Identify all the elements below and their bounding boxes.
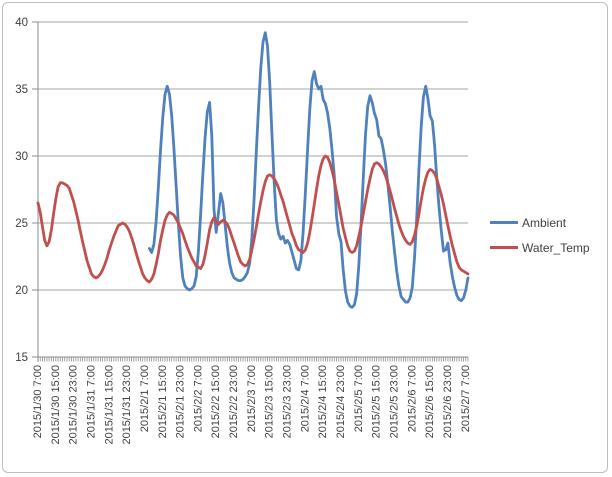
x-tick-label: 2015/1/31 15:00 [103,365,115,445]
x-tick-label: 2015/1/31 23:00 [121,365,133,445]
legend-item-ambient: Ambient [490,214,590,231]
x-tick-label: 2015/2/3 7:00 [246,365,258,432]
x-axis-labels: 2015/1/30 7:00 2015/1/30 15:00 2015/1/30 2… [32,365,472,445]
y-tick-label: 35 [15,84,28,96]
series-line-ambient [148,31,470,309]
y-axis-labels: 15 20 25 30 35 40 [15,17,38,364]
x-tick-label: 2015/1/31 7:00 [85,365,97,438]
y-tick-label: 40 [15,17,28,29]
y-tick-label: 20 [15,285,28,297]
x-tick-label: 2015/2/4 23:00 [335,365,347,438]
legend: Ambient Water_Temp [490,214,590,264]
x-tick-label: 2015/2/5 15:00 [371,365,383,438]
x-tick-label: 2015/2/2 7:00 [192,365,204,432]
x-tick-label: 2015/2/2 23:00 [228,365,240,438]
water-temp-line-swatch-icon [490,246,518,249]
ambient-line-swatch-icon [490,221,518,224]
y-tick-label: 25 [15,218,28,230]
x-tick-label: 2015/2/6 15:00 [424,365,436,438]
x-tick-label: 2015/2/3 23:00 [282,365,294,438]
x-tick-label: 2015/2/5 23:00 [388,365,400,438]
x-tick-label: 2015/1/30 7:00 [32,365,44,438]
x-axis-ticks [37,357,469,362]
legend-label-water-temp: Water_Temp [522,240,590,255]
legend-item-water-temp: Water_Temp [490,239,590,256]
y-tick-label: 15 [15,352,28,364]
legend-label-ambient: Ambient [522,215,567,230]
y-tick-label: 30 [15,151,28,163]
axes [37,22,468,362]
chart-frame [2,2,608,473]
x-tick-label: 2015/2/2 15:00 [210,365,222,438]
x-tick-label: 2015/2/1 7:00 [139,365,151,432]
x-tick-label: 2015/2/6 23:00 [442,365,454,438]
x-tick-label: 2015/2/4 15:00 [317,365,329,438]
x-tick-label: 2015/2/6 7:00 [406,365,418,432]
series-line-water-temp [36,154,470,284]
x-tick-label: 2015/2/7 7:00 [460,365,472,432]
x-tick-label: 2015/2/4 7:00 [299,365,311,432]
x-tick-label: 2015/2/1 23:00 [175,365,187,438]
x-tick-label: 2015/2/5 7:00 [353,365,365,432]
x-tick-label: 2015/2/1 15:00 [157,365,169,438]
x-tick-label: 2015/1/30 23:00 [68,365,80,445]
x-tick-label: 2015/1/30 15:00 [50,365,62,445]
x-tick-label: 2015/2/3 15:00 [264,365,276,438]
